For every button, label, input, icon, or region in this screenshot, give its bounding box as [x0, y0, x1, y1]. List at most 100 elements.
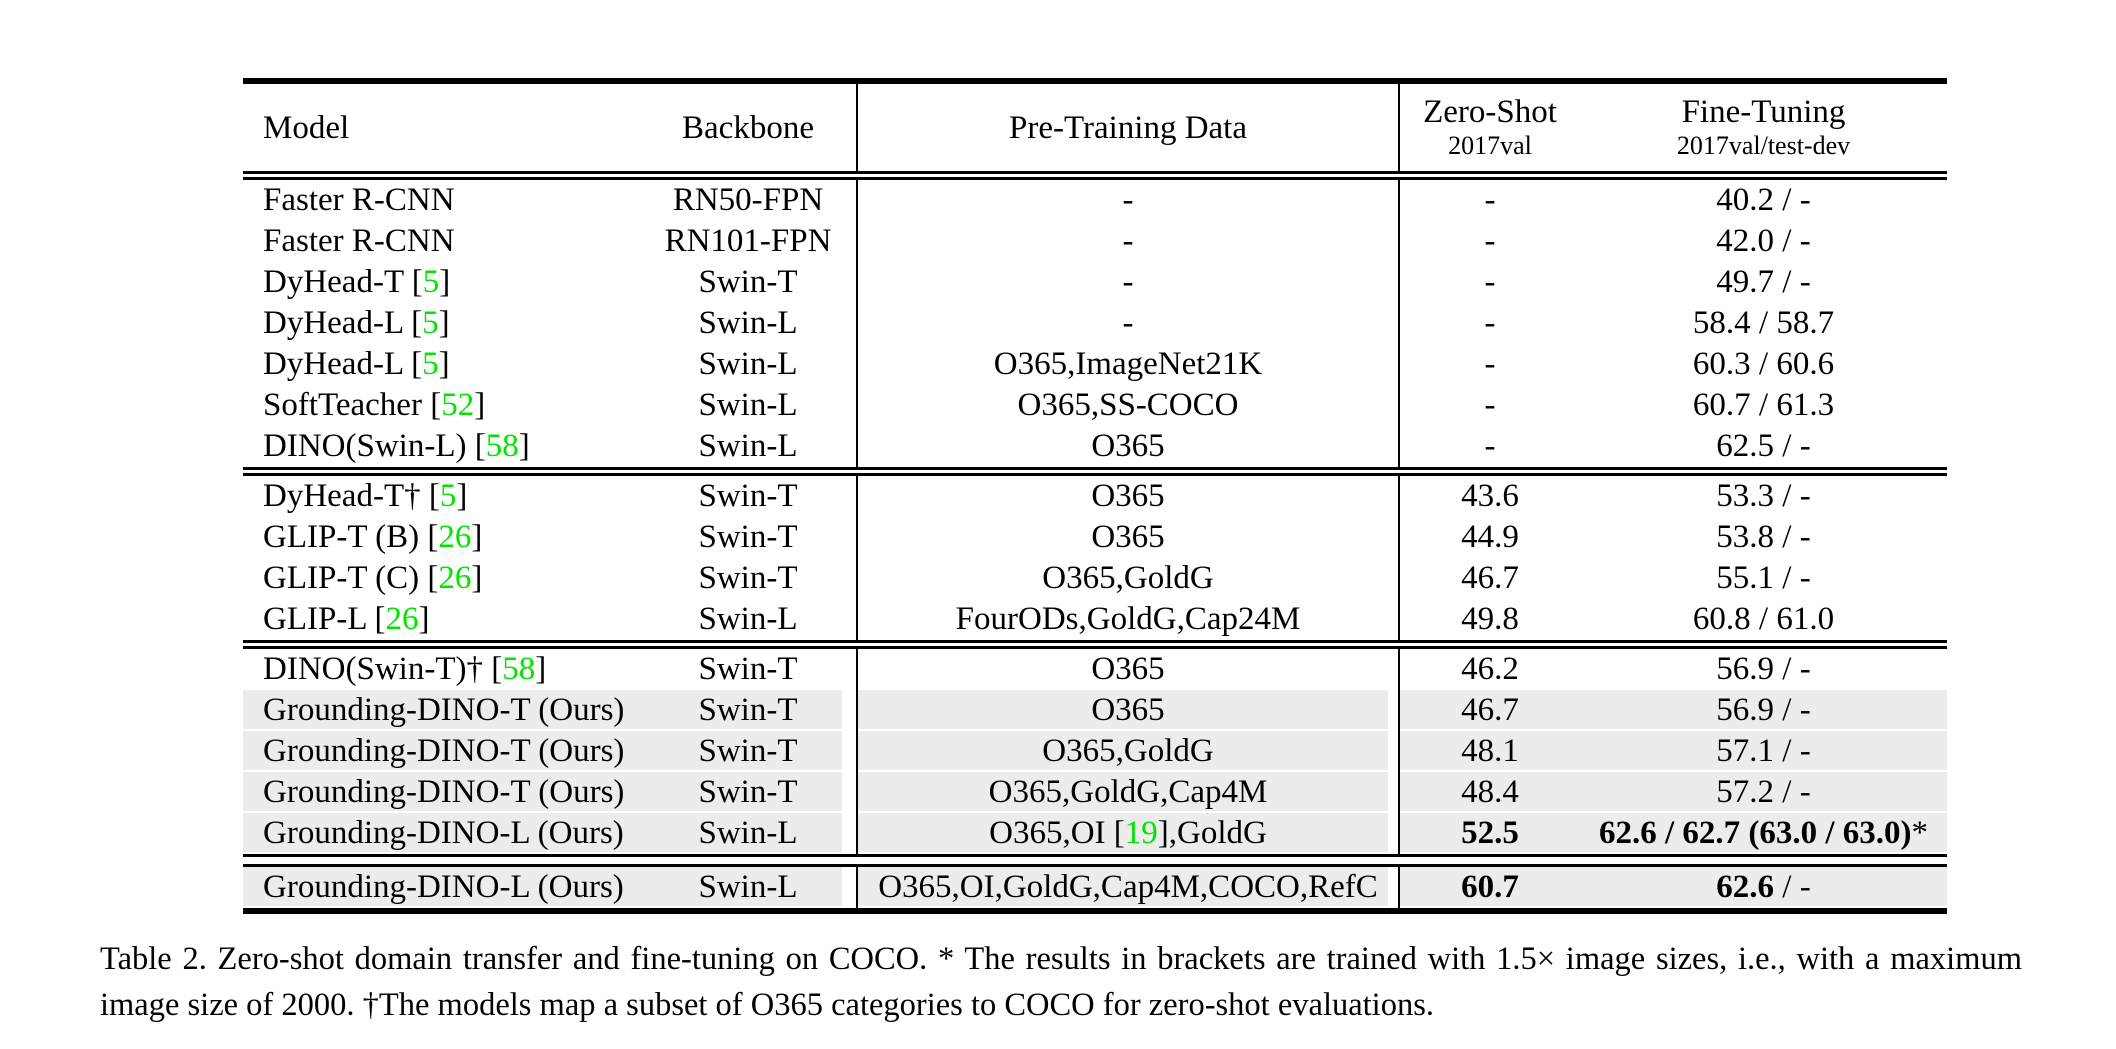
cell-pretraining: -	[856, 262, 1400, 303]
cell-text: 46.7	[1461, 692, 1519, 728]
cell-fine-tuning: 56.9 / -	[1580, 649, 1947, 690]
cell-text: GLIP-T (B) [	[263, 519, 439, 555]
cell-text: O365,SS-COCO	[1017, 387, 1239, 423]
table-row: GLIP-T (B) [26] Swin-T O365 44.9 53.8 / -	[243, 517, 1947, 558]
cell-zero-shot: 49.8	[1400, 599, 1580, 640]
cell-zero-shot: 60.7	[1400, 867, 1580, 908]
cell-text: O365	[1091, 478, 1165, 514]
cell-pretraining: O365	[856, 649, 1400, 690]
cell-fine-tuning: 42.0 / -	[1580, 221, 1947, 262]
cell-text: -	[1122, 264, 1134, 300]
cell-text: DyHead-L [	[263, 346, 423, 382]
cell-pretraining: -	[856, 303, 1400, 344]
cell-text: O365	[1091, 428, 1165, 464]
cell-pretraining: O365	[856, 690, 1400, 731]
citation-ref: 5	[422, 264, 440, 300]
cell-text: ]	[474, 387, 486, 423]
cell-pretraining: O365	[856, 517, 1400, 558]
cell-pretraining: O365,OI,GoldG,Cap4M,COCO,RefC	[856, 867, 1400, 908]
cell-text: 48.1	[1461, 733, 1519, 769]
citation-ref: 26	[438, 519, 472, 555]
header-bottom-rule	[243, 171, 1947, 180]
header-pretraining: Pre-Training Data	[856, 84, 1400, 171]
cell-text: -	[1484, 387, 1496, 423]
cell-backbone: Swin-T	[640, 690, 856, 731]
cell-backbone: Swin-T	[640, 649, 856, 690]
cell-backbone: Swin-T	[640, 262, 856, 303]
cell-text: FourODs,GoldG,Cap24M	[955, 601, 1301, 637]
cell-text: 57.2 / -	[1716, 774, 1811, 810]
cell-zero-shot: 44.9	[1400, 517, 1580, 558]
cell-backbone: Swin-L	[640, 303, 856, 344]
table-row: Faster R-CNN RN101-FPN - - 42.0 / -	[243, 221, 1947, 262]
cell-text: DyHead-T [	[263, 264, 423, 300]
cell-model: DyHead-T [5]	[243, 262, 640, 303]
cell-text: ]	[439, 264, 451, 300]
cell-text: O365	[1091, 692, 1165, 728]
citation-ref: 58	[485, 428, 519, 464]
cell-pretraining: O365	[856, 476, 1400, 517]
cell-text: Grounding-DINO-L (Ours)	[263, 815, 624, 851]
cell-model: Grounding-DINO-T (Ours)	[243, 731, 640, 772]
table-row: DINO(Swin-L) [58] Swin-L O365 - 62.5 / -	[243, 426, 1947, 467]
cell-text: ]	[418, 601, 430, 637]
cell-text: 62.5 / -	[1716, 428, 1811, 464]
cell-pretraining: FourODs,GoldG,Cap24M	[856, 599, 1400, 640]
cell-fine-tuning: 49.7 / -	[1580, 262, 1947, 303]
header-zero-shot-label: Zero-Shot	[1423, 93, 1557, 130]
cell-text: O365,GoldG,Cap4M	[988, 774, 1268, 810]
cell-text: ]	[518, 428, 530, 464]
cell-text: 40.2 / -	[1716, 182, 1811, 218]
table-row: SoftTeacher [52] Swin-L O365,SS-COCO - 60.7 …	[243, 385, 1947, 426]
citation-ref: 26	[438, 560, 472, 596]
block-separator-rule	[243, 640, 1947, 649]
cell-text: Swin-L	[698, 428, 798, 464]
cell-pretraining: O365	[856, 426, 1400, 467]
cell-text: DINO(Swin-T)† [	[263, 651, 503, 687]
cell-text: Swin-L	[698, 346, 798, 382]
cell-zero-shot: 46.7	[1400, 690, 1580, 731]
cell-text: 56.9 / -	[1716, 692, 1811, 728]
table-block-zero-shot-models: DyHead-T† [5] Swin-T O365 43.6 53.3 / - GLIP-…	[243, 476, 1947, 640]
cell-fine-tuning: 55.1 / -	[1580, 558, 1947, 599]
cell-text: 56.9 / -	[1716, 651, 1811, 687]
cell-text: 49.8	[1461, 601, 1519, 637]
cell-backbone: Swin-L	[640, 426, 856, 467]
cell-text: GLIP-L [	[263, 601, 386, 637]
table-row: Grounding-DINO-T (Ours) Swin-T O365 46.7 56.…	[243, 690, 1947, 731]
cell-model: Grounding-DINO-L (Ours)	[243, 813, 640, 854]
cell-pretraining: O365,ImageNet21K	[856, 344, 1400, 385]
cell-backbone: Swin-T	[640, 476, 856, 517]
cell-model: SoftTeacher [52]	[243, 385, 640, 426]
cell-zero-shot: 48.1	[1400, 731, 1580, 772]
table-row: Grounding-DINO-T (Ours) Swin-T O365,GoldG,…	[243, 772, 1947, 813]
cell-text: ]	[471, 560, 483, 596]
cell-text: 60.3 / 60.6	[1692, 346, 1835, 382]
citation-ref: 26	[385, 601, 419, 637]
cell-text: Swin-T	[698, 692, 798, 728]
table-row: GLIP-L [26] Swin-L FourODs,GoldG,Cap24M 49.…	[243, 599, 1947, 640]
cell-model: GLIP-L [26]	[243, 599, 640, 640]
cell-text: 60.8 / 61.0	[1692, 601, 1835, 637]
cell-text: 46.7	[1461, 560, 1519, 596]
cell-fine-tuning: 57.1 / -	[1580, 731, 1947, 772]
header-fine-tuning-label: Fine-Tuning	[1681, 93, 1846, 130]
table-bottom-rule	[243, 908, 1947, 914]
citation-ref: 58	[502, 651, 536, 687]
cell-text: RN101-FPN	[664, 223, 832, 259]
cell-text: Grounding-DINO-T (Ours)	[263, 774, 625, 810]
cell-text: Swin-T	[698, 478, 798, 514]
cell-model: Grounding-DINO-L (Ours)	[243, 867, 640, 908]
cell-backbone: Swin-L	[640, 867, 856, 908]
table-row: DyHead-T† [5] Swin-T O365 43.6 53.3 / -	[243, 476, 1947, 517]
citation-ref: 5	[422, 305, 439, 341]
header-zero-shot-sublabel: 2017val	[1448, 130, 1532, 160]
cell-fine-tuning: 58.4 / 58.7	[1580, 303, 1947, 344]
cell-model: DINO(Swin-T)† [58]	[243, 649, 640, 690]
cell-zero-shot: 43.6	[1400, 476, 1580, 517]
header-zero-shot: Zero-Shot 2017val	[1400, 84, 1580, 171]
cell-backbone: Swin-T	[640, 517, 856, 558]
cell-text: ]	[438, 305, 450, 341]
cell-text: / -	[1774, 869, 1811, 905]
table-row: DINO(Swin-T)† [58] Swin-T O365 46.2 56.9 / -	[243, 649, 1947, 690]
